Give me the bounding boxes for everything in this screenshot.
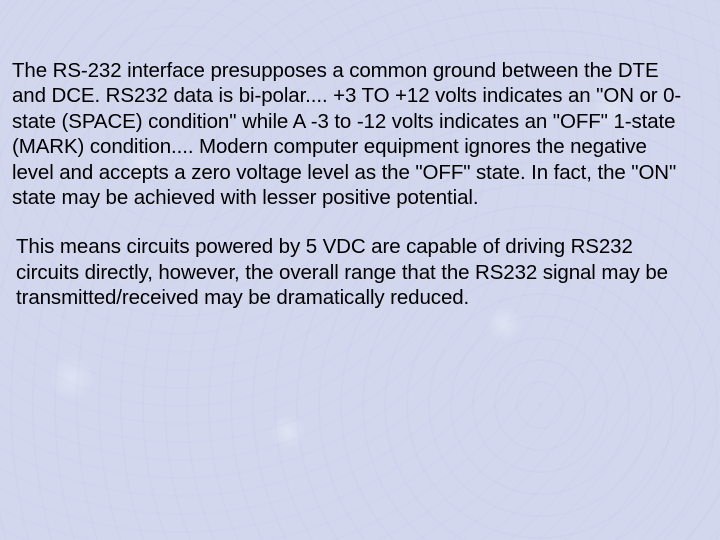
paragraph-2: This means circuits powered by 5 VDC are… <box>12 234 694 310</box>
slide-body: The RS-232 interface presupposes a commo… <box>0 0 720 540</box>
paragraph-1: The RS-232 interface presupposes a commo… <box>12 58 694 210</box>
